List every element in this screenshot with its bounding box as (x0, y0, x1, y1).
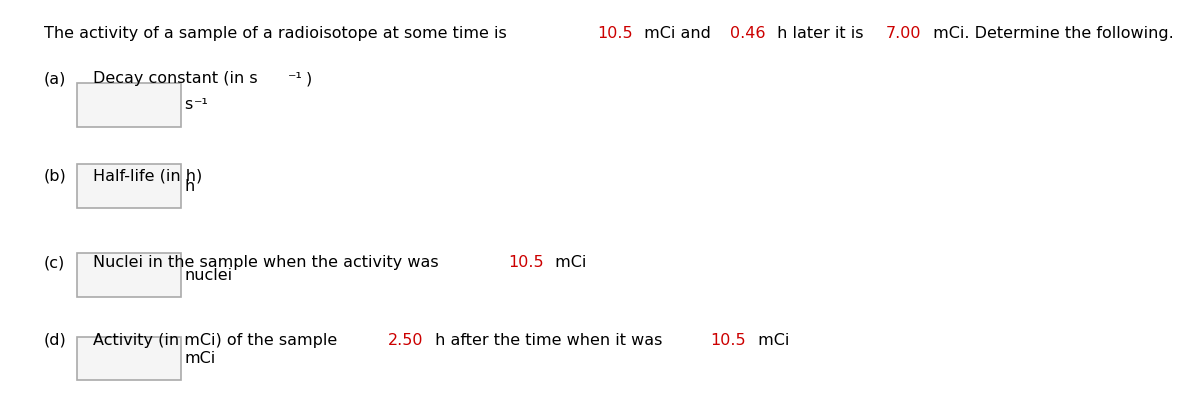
Text: Decay constant (in s: Decay constant (in s (94, 71, 258, 86)
Text: (b): (b) (44, 168, 67, 183)
Text: 10.5: 10.5 (710, 333, 746, 348)
Text: 0.46: 0.46 (730, 26, 766, 41)
Text: mCi: mCi (550, 255, 587, 270)
Text: Half-life (in h): Half-life (in h) (94, 168, 203, 183)
Text: 2.50: 2.50 (388, 333, 424, 348)
Text: mCi: mCi (185, 351, 216, 366)
FancyBboxPatch shape (77, 164, 181, 208)
FancyBboxPatch shape (77, 83, 181, 127)
Text: (c): (c) (44, 255, 65, 270)
Text: 10.5: 10.5 (596, 26, 632, 41)
Text: s: s (185, 97, 193, 112)
Text: mCi and: mCi and (638, 26, 716, 41)
Text: ⁻¹: ⁻¹ (288, 71, 302, 86)
Text: ⁻¹: ⁻¹ (194, 97, 209, 112)
Text: The activity of a sample of a radioisotope at some time is: The activity of a sample of a radioisoto… (44, 26, 512, 41)
FancyBboxPatch shape (77, 253, 181, 297)
Text: Activity (in mCi) of the sample: Activity (in mCi) of the sample (94, 333, 343, 348)
Text: h after the time when it was: h after the time when it was (430, 333, 667, 348)
Text: h later it is: h later it is (772, 26, 869, 41)
Text: ): ) (306, 71, 312, 86)
Text: mCi: mCi (752, 333, 790, 348)
Text: (a): (a) (44, 71, 66, 86)
Text: (d): (d) (44, 333, 67, 348)
FancyBboxPatch shape (77, 337, 181, 380)
Text: Nuclei in the sample when the activity was: Nuclei in the sample when the activity w… (94, 255, 444, 270)
Text: nuclei: nuclei (185, 268, 233, 283)
Text: 7.00: 7.00 (886, 26, 922, 41)
Text: h: h (185, 179, 194, 194)
Text: 10.5: 10.5 (508, 255, 544, 270)
Text: mCi. Determine the following.: mCi. Determine the following. (928, 26, 1174, 41)
